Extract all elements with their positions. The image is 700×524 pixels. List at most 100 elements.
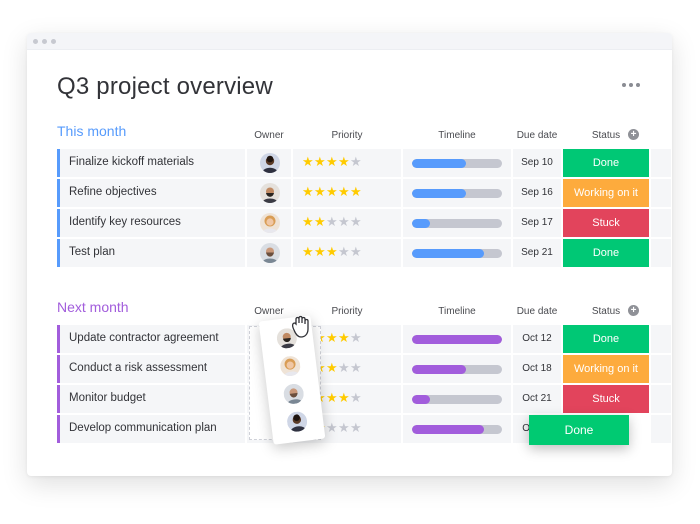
table-row[interactable]: Refine objectives ★★★★★ Sep 16 Working on i…	[57, 179, 671, 207]
timeline-cell[interactable]	[403, 385, 511, 413]
due-date: Sep 21	[521, 247, 553, 258]
star-icon: ★	[302, 244, 315, 259]
item-name-cell[interactable]: Identify key resources	[57, 209, 245, 237]
status-cell[interactable]: Working on it	[563, 179, 649, 207]
timeline-cell[interactable]	[403, 209, 511, 237]
star-icon: ★	[326, 390, 339, 405]
avatar	[260, 213, 280, 233]
table-row[interactable]: Conduct a risk assessment★★★★★Oct 18Work…	[57, 355, 671, 383]
timeline-cell[interactable]	[403, 325, 511, 353]
item-name: Refine objectives	[69, 186, 157, 198]
page-title: Q3 project overview	[57, 73, 273, 100]
row-tail-cell	[651, 415, 671, 443]
star-icon: ★	[338, 360, 351, 375]
more-options-icon[interactable]	[622, 83, 640, 89]
status-cell[interactable]: Done	[563, 239, 649, 267]
column-header-status[interactable]: Status	[591, 130, 621, 141]
table-row[interactable]: Identify key resources ★★★★★ Sep 17 Stuck	[57, 209, 671, 237]
item-name-cell[interactable]: Test plan	[57, 239, 245, 267]
timeline-cell[interactable]	[403, 179, 511, 207]
owner-cell[interactable]	[247, 239, 291, 267]
item-name-cell[interactable]: Develop communication plan	[57, 415, 245, 443]
star-icon: ★	[326, 184, 339, 199]
due-date-cell[interactable]: Sep 21	[513, 239, 561, 267]
add-column-icon[interactable]: +	[628, 305, 639, 316]
due-date-cell[interactable]: Sep 17	[513, 209, 561, 237]
star-icon: ★	[350, 390, 363, 405]
column-header-status[interactable]: Status	[591, 306, 621, 317]
column-header-timeline[interactable]: Timeline	[438, 306, 476, 317]
avatar	[260, 153, 280, 173]
add-column-icon[interactable]: +	[628, 129, 639, 140]
priority-rating: ★★★★★	[302, 184, 362, 200]
status-label: Stuck	[592, 217, 620, 229]
item-name-cell[interactable]: Update contractor agreement	[57, 325, 245, 353]
priority-cell[interactable]: ★★★★★	[293, 149, 401, 177]
table-row[interactable]: Update contractor agreement★★★★★Oct 12Do…	[57, 325, 671, 353]
timeline-cell[interactable]	[403, 149, 511, 177]
column-header-priority[interactable]: Priority	[331, 130, 363, 141]
star-icon: ★	[326, 244, 339, 259]
row-tail-cell	[651, 179, 671, 207]
status-cell[interactable]: Stuck	[563, 385, 649, 413]
priority-rating: ★★★★★	[302, 244, 362, 260]
item-name-cell[interactable]: Conduct a risk assessment	[57, 355, 245, 383]
column-header-timeline[interactable]: Timeline	[438, 130, 476, 141]
status-cell[interactable]: Done	[563, 325, 649, 353]
star-icon: ★	[350, 330, 363, 345]
priority-cell[interactable]: ★★★★★	[293, 209, 401, 237]
priority-rating: ★★★★★	[302, 154, 362, 170]
column-header-owner[interactable]: Owner	[254, 306, 284, 317]
column-header-due-date[interactable]: Due date	[516, 306, 558, 317]
timeline-cell[interactable]	[403, 355, 511, 383]
priority-cell[interactable]: ★★★★★	[293, 239, 401, 267]
column-header-due-date[interactable]: Due date	[516, 130, 558, 141]
table-row[interactable]: Test plan ★★★★★ Sep 21 Done	[57, 239, 671, 267]
dragged-status-done[interactable]: Done	[529, 415, 629, 445]
star-icon: ★	[338, 154, 351, 169]
due-date: Sep 16	[521, 187, 553, 198]
due-date: Oct 21	[522, 393, 552, 404]
star-icon: ★	[350, 184, 363, 199]
column-header-priority[interactable]: Priority	[331, 306, 363, 317]
star-icon: ★	[326, 214, 339, 229]
timeline-bar-fill	[412, 395, 430, 404]
due-date: Sep 17	[521, 217, 553, 228]
timeline-bar	[412, 425, 502, 434]
owner-cell[interactable]	[247, 209, 291, 237]
group-title[interactable]: This month	[57, 123, 127, 139]
timeline-cell[interactable]	[403, 239, 511, 267]
timeline-bar-fill	[412, 219, 430, 228]
item-name-cell[interactable]: Refine objectives	[57, 179, 245, 207]
timeline-cell[interactable]	[403, 415, 511, 443]
item-name: Update contractor agreement	[69, 332, 219, 344]
star-icon: ★	[338, 390, 351, 405]
column-header-owner[interactable]: Owner	[254, 130, 284, 141]
due-date: Oct 18	[522, 363, 552, 374]
due-date-cell[interactable]: Oct 21	[513, 385, 561, 413]
status-label: Working on it	[574, 187, 638, 199]
due-date-cell[interactable]: Sep 16	[513, 179, 561, 207]
status-cell[interactable]: Working on it	[563, 355, 649, 383]
due-date-cell[interactable]: Sep 10	[513, 149, 561, 177]
owner-cell[interactable]	[247, 149, 291, 177]
status-label: Done	[592, 247, 620, 259]
star-icon: ★	[338, 244, 351, 259]
due-date-cell[interactable]: Oct 12	[513, 325, 561, 353]
dragged-owner-column[interactable]	[258, 315, 326, 445]
status-cell[interactable]: Done	[563, 149, 649, 177]
status-cell[interactable]: Stuck	[563, 209, 649, 237]
status-label: Done	[592, 333, 620, 345]
item-name-cell[interactable]: Finalize kickoff materials	[57, 149, 245, 177]
item-name-cell[interactable]: Monitor budget	[57, 385, 245, 413]
due-date-cell[interactable]: Oct 18	[513, 355, 561, 383]
timeline-bar	[412, 189, 502, 198]
table-row[interactable]: Finalize kickoff materials ★★★★★ Sep 10 Don…	[57, 149, 671, 177]
priority-cell[interactable]: ★★★★★	[293, 179, 401, 207]
group-title[interactable]: Next month	[57, 299, 129, 315]
timeline-bar-fill	[412, 425, 484, 434]
timeline-bar	[412, 335, 502, 344]
star-icon: ★	[302, 214, 315, 229]
owner-cell[interactable]	[247, 179, 291, 207]
